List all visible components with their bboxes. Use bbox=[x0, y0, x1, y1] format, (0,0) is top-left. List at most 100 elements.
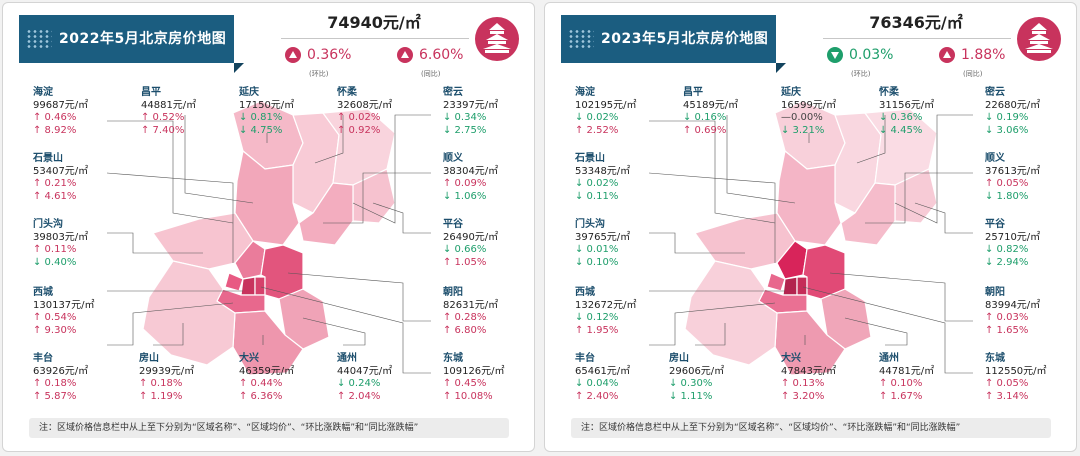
district-price: 46359元/㎡ bbox=[239, 365, 295, 377]
district-mom: ↑ 0.11% bbox=[33, 244, 77, 255]
leader-lines bbox=[648, 114, 973, 374]
district-price: 130137元/㎡ bbox=[33, 299, 95, 311]
district-yoy: ↑ 2.04% bbox=[337, 390, 381, 402]
arrow-up-icon bbox=[939, 47, 955, 63]
district-name: 怀柔 bbox=[337, 87, 357, 98]
district-name: 西城 bbox=[575, 287, 595, 298]
district-price: 82631元/㎡ bbox=[443, 299, 499, 311]
district-name: 海淀 bbox=[33, 87, 53, 98]
district-mom: ↓ 0.24% bbox=[337, 378, 381, 389]
district-mom: ↓ 0.04% bbox=[575, 378, 619, 389]
district-yoy: ↑ 9.30% bbox=[33, 324, 77, 336]
district-name: 朝阳 bbox=[443, 287, 463, 298]
banner-fold bbox=[234, 63, 244, 73]
yoy-value: 1.88% bbox=[961, 47, 1006, 63]
district-yoy: ↑ 6.36% bbox=[239, 390, 283, 402]
district-yoy: ↑ 1.67% bbox=[879, 390, 923, 402]
district-yoy: ↓ 2.75% bbox=[443, 124, 487, 136]
district-name: 密云 bbox=[985, 87, 1005, 98]
district-name: 朝阳 bbox=[985, 287, 1005, 298]
district-price: 26490元/㎡ bbox=[443, 231, 499, 243]
district-yoy: ↑ 6.80% bbox=[443, 324, 487, 336]
price-map-panel-2023: 2023年5月北京房价地图 76346元/㎡ 0.03% (环比) 1.88% … bbox=[544, 2, 1077, 452]
district-yoy: ↓ 3.21% bbox=[781, 124, 825, 136]
district-yoy: ↓ 1.80% bbox=[985, 190, 1029, 202]
district-price: 32608元/㎡ bbox=[337, 99, 393, 111]
city-average-price: 76346元/㎡ bbox=[869, 13, 963, 32]
district-daxing bbox=[774, 310, 846, 376]
leader-lines bbox=[106, 114, 431, 374]
district-price: 102195元/㎡ bbox=[575, 99, 637, 111]
mom-change: 0.03% (环比) bbox=[827, 45, 927, 81]
district-info-mentougou: 门头沟 39803元/㎡ ↑ 0.11% ↓ 0.40% bbox=[33, 219, 123, 269]
district-info-fangshan: 房山 29606元/㎡ ↓ 0.30% ↓ 1.11% bbox=[669, 353, 759, 403]
district-price: 83994元/㎡ bbox=[985, 299, 1041, 311]
district-price: 53407元/㎡ bbox=[33, 165, 89, 177]
district-fangshan bbox=[142, 260, 236, 366]
district-yoy: ↓ 1.06% bbox=[443, 190, 487, 202]
panel-title: 2022年5月北京房价地图 bbox=[59, 31, 227, 47]
district-info-yanqing: 延庆 16599元/㎡ —0.00% ↓ 3.21% bbox=[781, 87, 871, 137]
yoy-change: 6.60% (同比) bbox=[397, 45, 497, 81]
district-info-miyun: 密云 23397元/㎡ ↓ 0.34% ↓ 2.75% bbox=[443, 87, 533, 137]
mom-label: (环比) bbox=[851, 70, 871, 78]
district-info-mentougou: 门头沟 39765元/㎡ ↓ 0.01% ↓ 0.10% bbox=[575, 219, 665, 269]
district-info-fengtai: 丰台 65461元/㎡ ↓ 0.04% ↑ 2.40% bbox=[575, 353, 665, 403]
district-price: 44047元/㎡ bbox=[337, 365, 393, 377]
district-mom: —0.00% bbox=[781, 112, 823, 123]
district-name: 门头沟 bbox=[33, 219, 63, 230]
district-shunyi bbox=[298, 182, 354, 246]
temple-of-heaven-icon bbox=[1017, 17, 1061, 61]
temple-of-heaven-icon bbox=[475, 17, 519, 61]
district-chaoyang bbox=[260, 244, 304, 300]
yoy-change: 1.88% (同比) bbox=[939, 45, 1039, 81]
district-xicheng bbox=[240, 276, 256, 296]
district-mom: ↓ 0.02% bbox=[575, 178, 619, 189]
district-info-huairou: 怀柔 31156元/㎡ ↓ 0.36% ↓ 4.45% bbox=[879, 87, 969, 137]
district-mom: ↑ 0.03% bbox=[985, 312, 1029, 323]
district-info-daxing: 大兴 46359元/㎡ ↑ 0.44% ↑ 6.36% bbox=[239, 353, 329, 403]
arrow-up-icon bbox=[285, 47, 301, 63]
district-yoy: ↑ 3.20% bbox=[781, 390, 825, 402]
district-name: 丰台 bbox=[33, 353, 53, 364]
district-name: 西城 bbox=[33, 287, 53, 298]
mom-change: 0.36% (环比) bbox=[285, 45, 385, 81]
district-mom: ↑ 0.02% bbox=[337, 112, 381, 123]
district-changping bbox=[234, 149, 300, 246]
district-price: 29606元/㎡ bbox=[669, 365, 725, 377]
district-name: 通州 bbox=[337, 353, 357, 364]
district-changping bbox=[776, 149, 842, 246]
district-yoy: ↑ 4.61% bbox=[33, 190, 77, 202]
district-mom: ↑ 0.05% bbox=[985, 378, 1029, 389]
district-price: 31156元/㎡ bbox=[879, 99, 935, 111]
district-shijingshan bbox=[224, 272, 244, 292]
district-name: 门头沟 bbox=[575, 219, 605, 230]
district-name: 怀柔 bbox=[879, 87, 899, 98]
district-price: 44881元/㎡ bbox=[141, 99, 197, 111]
district-mom: ↓ 0.81% bbox=[239, 112, 283, 123]
district-info-haidian: 海淀 102195元/㎡ ↓ 0.02% ↑ 2.52% bbox=[575, 87, 665, 137]
district-mom: ↑ 0.44% bbox=[239, 378, 283, 389]
district-yoy: ↓ 0.40% bbox=[33, 256, 77, 268]
district-info-fengtai: 丰台 63926元/㎡ ↑ 0.18% ↑ 5.87% bbox=[33, 353, 123, 403]
panel-title: 2023年5月北京房价地图 bbox=[601, 31, 769, 47]
district-mom: ↑ 0.09% bbox=[443, 178, 487, 189]
district-name: 石景山 bbox=[33, 153, 63, 164]
dot-grid-icon bbox=[26, 29, 52, 49]
district-xicheng bbox=[782, 276, 798, 296]
district-info-xicheng: 西城 130137元/㎡ ↑ 0.54% ↑ 9.30% bbox=[33, 287, 123, 337]
price-map-panel-2022: 2022年5月北京房价地图 74940元/㎡ 0.36% (环比) 6.60% … bbox=[2, 2, 535, 452]
district-info-shunyi: 顺义 37613元/㎡ ↑ 0.05% ↓ 1.80% bbox=[985, 153, 1075, 203]
district-price: 17150元/㎡ bbox=[239, 99, 295, 111]
district-name: 延庆 bbox=[239, 87, 259, 98]
district-yoy: ↑ 7.40% bbox=[141, 124, 185, 136]
yoy-label: (同比) bbox=[421, 70, 441, 78]
district-name: 石景山 bbox=[575, 153, 605, 164]
district-yoy: ↓ 0.11% bbox=[575, 190, 619, 202]
district-info-pinggu: 平谷 25710元/㎡ ↓ 0.82% ↓ 2.94% bbox=[985, 219, 1075, 269]
district-price: 63926元/㎡ bbox=[33, 365, 89, 377]
mom-label: (环比) bbox=[309, 70, 329, 78]
district-yoy: ↓ 3.06% bbox=[985, 124, 1029, 136]
district-info-miyun: 密云 22680元/㎡ ↓ 0.19% ↓ 3.06% bbox=[985, 87, 1075, 137]
district-mom: ↓ 0.19% bbox=[985, 112, 1029, 123]
